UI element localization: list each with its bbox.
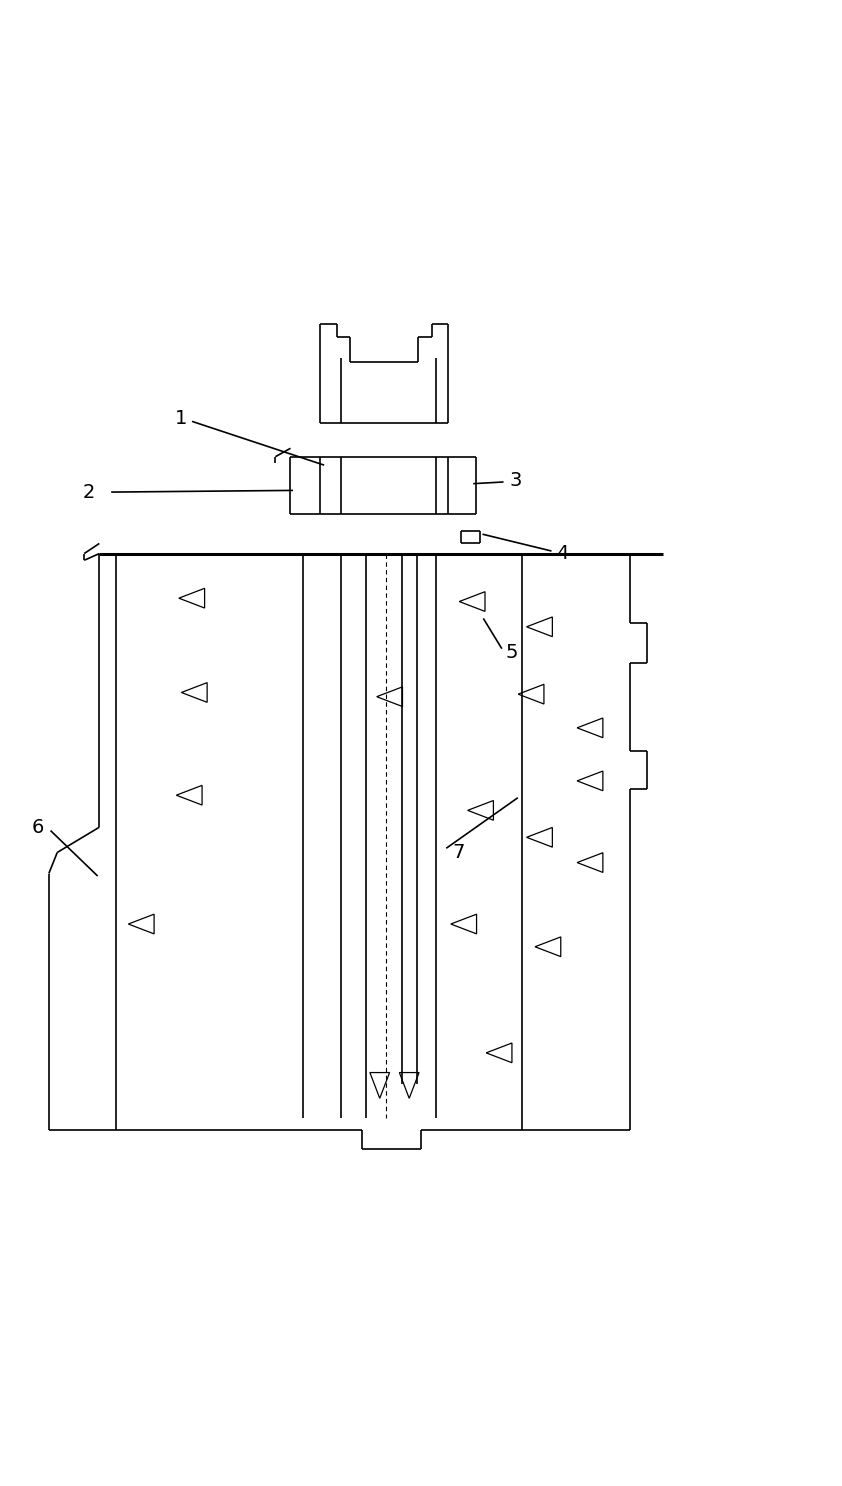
Text: 1: 1 xyxy=(175,409,187,428)
Text: 6: 6 xyxy=(32,817,44,837)
Text: 4: 4 xyxy=(557,544,568,563)
Text: 7: 7 xyxy=(453,843,465,862)
Text: 5: 5 xyxy=(506,643,518,663)
Text: 2: 2 xyxy=(83,483,94,502)
Text: 3: 3 xyxy=(509,471,521,490)
